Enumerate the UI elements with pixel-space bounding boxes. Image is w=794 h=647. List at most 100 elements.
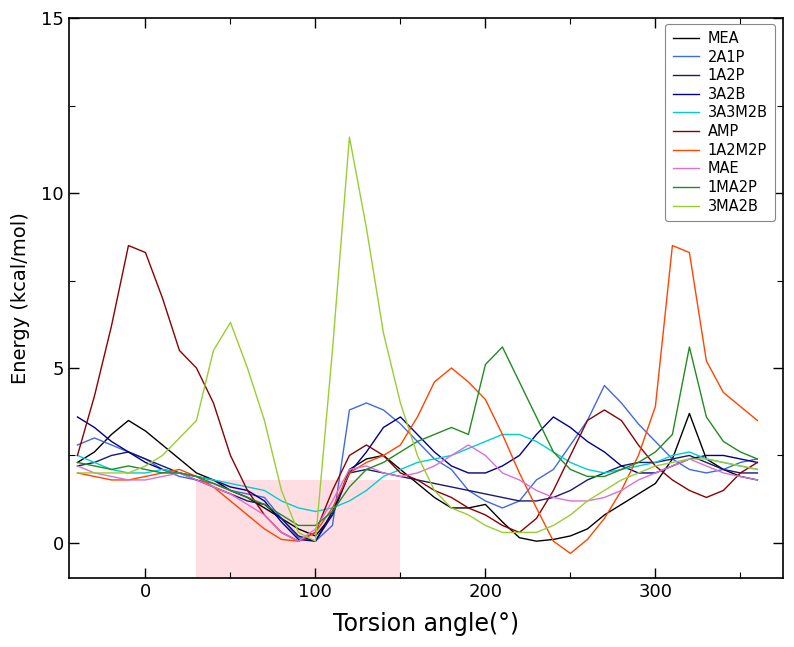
MEA: [260, 504, 269, 512]
3MA2B: [209, 347, 218, 355]
3MA2B: [480, 521, 490, 529]
MAE: [175, 469, 184, 477]
MEA: [413, 479, 422, 487]
1A2P: [549, 494, 558, 501]
1A2M2P: [209, 483, 218, 491]
2A1P: [753, 455, 762, 463]
MEA: [328, 511, 337, 519]
1MA2P: [599, 472, 609, 480]
2A1P: [719, 466, 728, 474]
2A1P: [650, 437, 660, 445]
2A1P: [124, 448, 133, 456]
3MA2B: [379, 329, 388, 337]
MEA: [684, 410, 694, 417]
MAE: [395, 472, 405, 480]
3A2B: [73, 413, 83, 421]
AMP: [276, 529, 286, 536]
1A2P: [617, 462, 626, 470]
1MA2P: [447, 424, 457, 432]
3A2B: [141, 459, 150, 466]
3MA2B: [447, 504, 457, 512]
1MA2P: [379, 459, 388, 466]
3A3M2B: [243, 483, 252, 491]
MAE: [379, 469, 388, 477]
MAE: [345, 466, 354, 474]
2A1P: [379, 406, 388, 414]
2A1P: [175, 472, 184, 480]
MEA: [719, 466, 728, 474]
1A2P: [361, 466, 371, 474]
2A1P: [276, 514, 286, 522]
3MA2B: [583, 497, 592, 505]
3A2B: [430, 448, 439, 456]
2A1P: [565, 441, 575, 449]
2A1P: [191, 476, 201, 484]
1MA2P: [634, 459, 643, 466]
1MA2P: [106, 466, 116, 474]
1MA2P: [549, 448, 558, 456]
1MA2P: [532, 413, 542, 421]
MEA: [294, 525, 303, 533]
1A2M2P: [361, 459, 371, 466]
AMP: [361, 441, 371, 449]
MEA: [565, 532, 575, 540]
1A2P: [719, 466, 728, 474]
AMP: [565, 452, 575, 459]
1A2M2P: [684, 248, 694, 256]
MEA: [90, 448, 99, 456]
1A2P: [345, 469, 354, 477]
MAE: [702, 462, 711, 470]
1MA2P: [684, 343, 694, 351]
3A3M2B: [668, 452, 677, 459]
MEA: [106, 431, 116, 439]
MAE: [209, 483, 218, 491]
3A3M2B: [395, 466, 405, 474]
AMP: [668, 476, 677, 484]
1A2P: [276, 514, 286, 522]
1A2P: [175, 469, 184, 477]
1A2M2P: [379, 452, 388, 459]
2A1P: [260, 494, 269, 501]
3A3M2B: [650, 459, 660, 466]
3MA2B: [395, 399, 405, 407]
3MA2B: [158, 452, 168, 459]
3A3M2B: [719, 459, 728, 466]
3MA2B: [719, 459, 728, 466]
2A1P: [735, 459, 745, 466]
Line: 3MA2B: 3MA2B: [78, 137, 757, 541]
2A1P: [413, 437, 422, 445]
3A3M2B: [599, 469, 609, 477]
2A1P: [480, 497, 490, 505]
1A2P: [191, 476, 201, 484]
1MA2P: [735, 448, 745, 456]
AMP: [430, 487, 439, 494]
3MA2B: [106, 469, 116, 477]
3A3M2B: [310, 507, 320, 515]
MEA: [73, 459, 83, 466]
MAE: [158, 472, 168, 480]
MEA: [225, 487, 235, 494]
1MA2P: [702, 413, 711, 421]
Line: AMP: AMP: [78, 245, 757, 541]
2A1P: [243, 490, 252, 498]
3A2B: [294, 536, 303, 543]
3MA2B: [634, 469, 643, 477]
3A3M2B: [583, 466, 592, 474]
3MA2B: [668, 459, 677, 466]
1MA2P: [361, 466, 371, 474]
2A1P: [225, 487, 235, 494]
1A2M2P: [532, 504, 542, 512]
3A3M2B: [124, 469, 133, 477]
AMP: [395, 469, 405, 477]
MEA: [175, 455, 184, 463]
1A2M2P: [276, 536, 286, 543]
MAE: [599, 494, 609, 501]
3A2B: [124, 448, 133, 456]
MEA: [702, 455, 711, 463]
1A2P: [480, 490, 490, 498]
2A1P: [430, 455, 439, 463]
1A2M2P: [464, 378, 473, 386]
1MA2P: [617, 466, 626, 474]
Line: 3A2B: 3A2B: [78, 417, 757, 541]
1A2P: [158, 462, 168, 470]
